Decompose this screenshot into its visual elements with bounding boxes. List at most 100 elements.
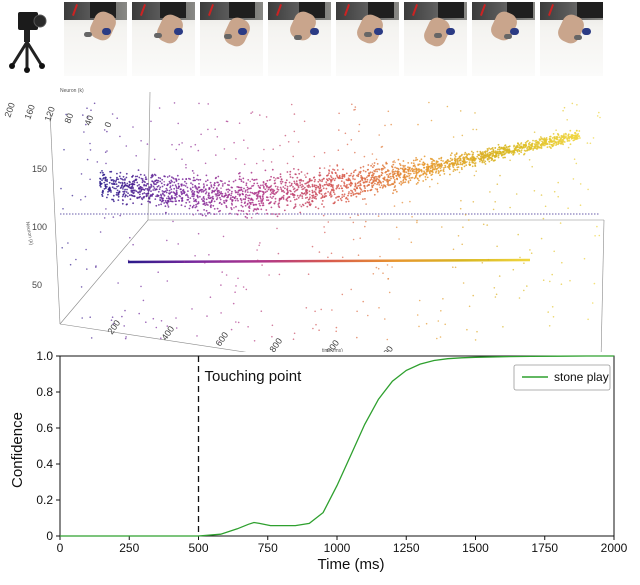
- scatter-box-line: [59, 323, 247, 352]
- scatter-point: [110, 170, 113, 173]
- scatter-point: [201, 198, 203, 201]
- scatter-noise-point: [377, 267, 380, 270]
- scatter-point: [196, 209, 199, 212]
- scatter-noise-point: [271, 335, 273, 338]
- scatter-noise-point: [352, 238, 355, 241]
- scatter-point: [176, 187, 178, 189]
- scatter-point: [520, 149, 523, 152]
- scatter-point: [515, 145, 518, 148]
- scatter-noise-point: [523, 262, 525, 264]
- scatter-point: [373, 164, 375, 167]
- scatter-point: [440, 169, 442, 172]
- scatter-point: [345, 172, 348, 175]
- scatter-point: [435, 162, 438, 165]
- scatter-noise-point: [457, 235, 460, 237]
- scatter-noise-point: [150, 120, 152, 123]
- scatter-point: [295, 180, 298, 183]
- scatter-point: [242, 181, 245, 183]
- scatter-point: [167, 206, 170, 208]
- scatter-point: [191, 195, 194, 198]
- scatter-point: [104, 179, 107, 182]
- scatter-point: [113, 187, 116, 190]
- scatter-point: [168, 175, 171, 177]
- scatter-point: [284, 184, 287, 187]
- scatter-noise-point: [173, 178, 175, 180]
- scatter-point: [202, 199, 205, 202]
- scatter-point: [482, 153, 484, 156]
- scatter-noise-point: [293, 113, 296, 115]
- scatter-point: [102, 174, 104, 177]
- scatter-point: [422, 164, 425, 167]
- scatter-point: [474, 165, 477, 167]
- scatter-point: [251, 201, 254, 204]
- scatter-noise-point: [567, 207, 569, 209]
- scatter-point: [251, 178, 254, 181]
- scatter-point: [286, 188, 289, 190]
- scatter-point: [488, 156, 491, 159]
- x-tick-label: 1250: [393, 541, 420, 555]
- scatter-point: [569, 129, 572, 132]
- scatter-point: [102, 177, 105, 180]
- scatter-noise-point: [111, 113, 114, 115]
- scatter-point: [178, 178, 180, 181]
- scatter-point: [382, 165, 385, 168]
- scatter-noise-point: [349, 216, 352, 219]
- scatter-point: [567, 136, 569, 139]
- scatter-noise-point: [251, 111, 254, 113]
- camera-rig-image: [9, 12, 47, 73]
- scatter-point: [515, 147, 517, 150]
- scatter-point: [199, 195, 201, 198]
- scatter-point: [483, 156, 485, 159]
- scatter-point: [348, 174, 351, 177]
- scatter-point: [308, 180, 310, 183]
- scatter-point: [518, 150, 521, 153]
- scatter-point: [491, 158, 494, 160]
- scatter-point: [306, 196, 309, 199]
- scatter-point: [133, 183, 136, 186]
- scatter-noise-point: [270, 161, 273, 163]
- scatter-point: [150, 190, 152, 192]
- scatter-point: [549, 146, 552, 149]
- scatter-point: [520, 142, 523, 144]
- scatter-noise-point: [462, 226, 464, 228]
- scatter-point: [359, 191, 362, 194]
- scatter-point: [237, 186, 240, 188]
- scatter-point: [147, 192, 150, 195]
- scatter-point: [448, 168, 451, 171]
- scatter-noise-point: [367, 314, 369, 317]
- scatter-noise-point: [557, 181, 559, 184]
- scatter-point: [387, 175, 390, 177]
- scatter-point: [350, 172, 353, 175]
- scatter-point: [391, 171, 394, 174]
- scatter-point: [518, 144, 521, 147]
- scatter-point: [488, 151, 491, 154]
- scatter-noise-point: [175, 148, 178, 151]
- scatter-noise-point: [198, 102, 200, 105]
- scatter-point: [385, 179, 387, 182]
- scatter-point: [317, 185, 320, 188]
- scatter-point: [159, 177, 162, 180]
- scatter-point: [240, 189, 243, 191]
- scatter-noise-point: [533, 190, 536, 192]
- scatter-point: [177, 182, 180, 185]
- scatter-point: [145, 192, 148, 195]
- scatter-point: [180, 204, 183, 207]
- scatter-noise-point: [271, 324, 274, 327]
- scatter-noise-point: [336, 164, 339, 166]
- scatter-noise-point: [487, 258, 490, 261]
- scatter-point: [312, 176, 315, 179]
- scatter-point: [237, 191, 240, 193]
- scatter-point: [459, 161, 462, 164]
- scatter-point: [208, 192, 210, 194]
- scatter-point: [306, 172, 309, 175]
- scatter-point: [205, 174, 208, 177]
- scatter-point: [293, 196, 295, 198]
- scatter-point: [425, 166, 428, 168]
- scatter-point: [266, 179, 269, 182]
- series-line-stone-play: [60, 355, 614, 537]
- scatter-point: [168, 189, 171, 192]
- scatter-point: [193, 200, 196, 203]
- scatter-noise-point: [341, 293, 344, 296]
- scatter-point: [412, 159, 415, 162]
- scatter-point: [171, 176, 173, 179]
